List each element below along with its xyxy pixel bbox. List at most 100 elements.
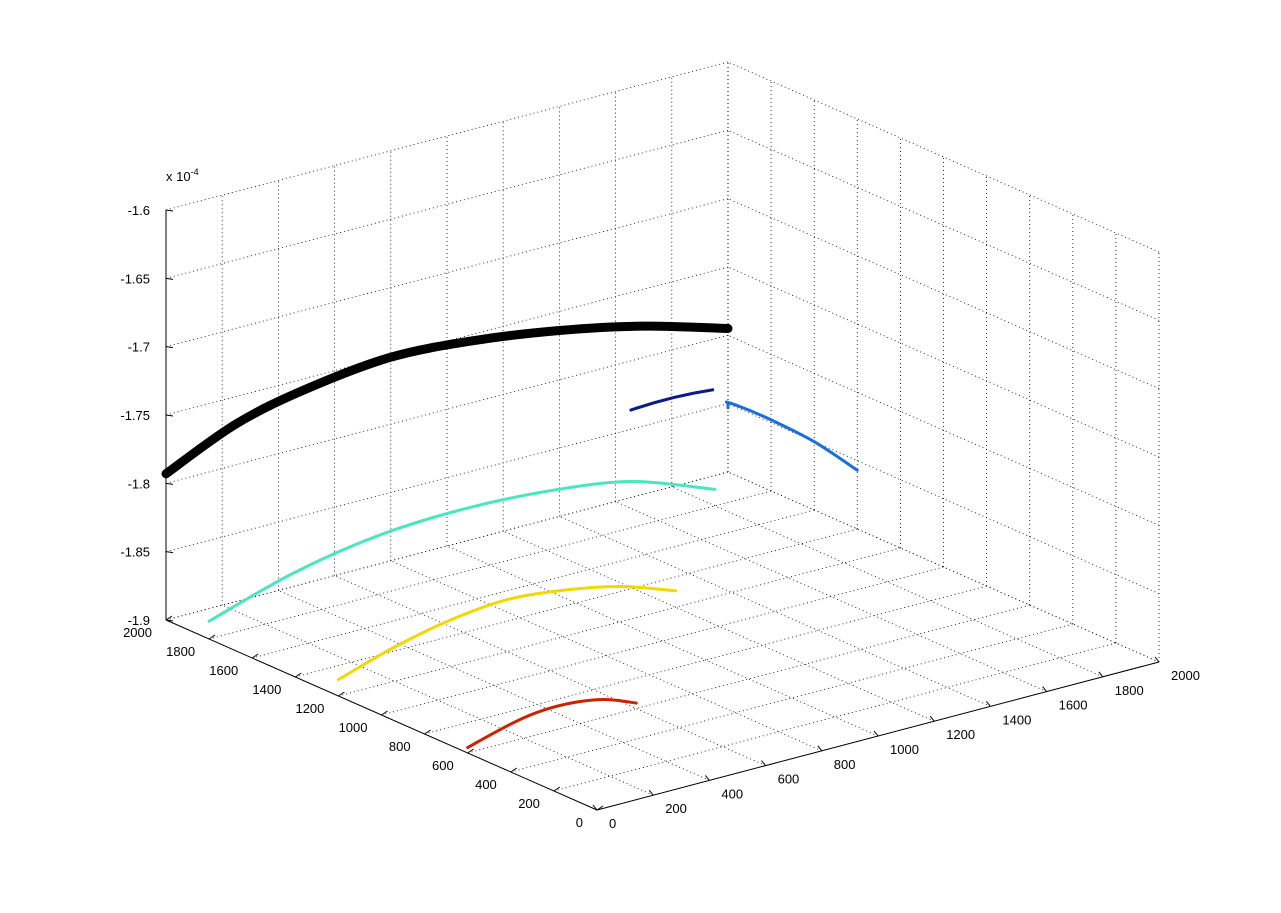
y-tick-label: 1600 [209, 663, 238, 678]
y-tick-mark [165, 615, 173, 621]
back-wall-grid-line [165, 129, 729, 279]
z-axis-tick-labels: -1.9 -1.85 -1.8 -1.75 -1.7 -1.65 -1.6 [120, 203, 150, 628]
back-wall-grid-line [165, 403, 729, 553]
y-tick-mark [553, 786, 561, 792]
x-tick-label: 1800 [1115, 683, 1144, 698]
z-axis-exponent-power: -4 [191, 167, 199, 177]
grid-lines [165, 61, 1160, 811]
floor-grid-line [278, 590, 710, 781]
z-tick-label: -1.65 [120, 271, 150, 286]
floor-grid-line [381, 566, 944, 716]
x-tick-label: 200 [665, 801, 687, 816]
x-tick-label: 2000 [1171, 668, 1200, 683]
y-tick-label: 800 [389, 739, 411, 754]
y-tick-label: 1000 [339, 720, 368, 735]
side-wall-grid-line [727, 129, 1160, 321]
x-tick-label: 600 [778, 772, 800, 787]
y-tick-mark [251, 653, 259, 659]
axes-box [165, 209, 1160, 811]
z-tick-mark [165, 551, 174, 554]
y-tick-label: 200 [518, 796, 540, 811]
x-axis-tick-labels: 0 200 400 600 800 1000 1200 1400 1600 1800 2000 [609, 668, 1200, 831]
y-tick-mark [338, 691, 345, 697]
x-tick-label: 1200 [946, 727, 975, 742]
z-tick-label: -1.9 [128, 613, 150, 628]
y-tick-label: 0 [576, 815, 583, 830]
z-tick-label: -1.6 [128, 203, 150, 218]
x-tick-mark [592, 804, 598, 811]
floor-grid-line [671, 486, 1103, 678]
x-tick-label: 1000 [890, 742, 919, 757]
y-tick-mark [467, 748, 474, 754]
y-tick-mark [381, 710, 388, 716]
floor-grid-line [553, 642, 1117, 792]
series-line-5 [161, 321, 733, 479]
x-tick-label: 800 [834, 757, 856, 772]
x-tick-mark [761, 760, 766, 766]
y-tick-label: 400 [475, 777, 497, 792]
y-axis-tick-labels: 0 200 400 600 800 1000 1200 1400 1600 1800 2000 [123, 625, 583, 830]
back-wall-grid-line [165, 198, 729, 348]
z-tick-mark [165, 209, 174, 212]
series-fragment [629, 388, 715, 412]
z-tick-mark [165, 619, 174, 622]
z-axis-exponent-base: x 10 [166, 169, 191, 184]
y-tick-label: 2000 [123, 625, 152, 640]
floor-grid-line [252, 509, 815, 659]
series-line-4 [724, 400, 859, 472]
x-tick-mark [817, 745, 823, 752]
z-axis-exponent: x 10-4 [166, 167, 199, 184]
y-tick-mark [596, 805, 604, 811]
z-tick-label: -1.85 [120, 545, 150, 560]
side-wall-grid-line [727, 61, 1160, 253]
floor-grid-line [424, 585, 987, 735]
y-tick-label: 1200 [295, 701, 324, 716]
floor-grid-line [467, 604, 1030, 754]
z-tick-mark [165, 414, 174, 417]
side-wall-grid-line [727, 266, 1160, 458]
x-tick-mark [705, 775, 710, 781]
x-tick-label: 400 [721, 786, 743, 801]
x-tick-mark [1154, 656, 1160, 663]
floor-grid-line [510, 623, 1073, 773]
x-tick-label: 0 [609, 816, 616, 831]
y-tick-mark [424, 729, 431, 735]
back-wall-grid-line [165, 334, 729, 484]
x-tick-mark [1098, 671, 1104, 678]
y-tick-label: 600 [432, 758, 454, 773]
series-group [161, 321, 859, 749]
series-line-3 [207, 479, 717, 623]
x-tick-mark [648, 789, 654, 796]
floor-grid-line [559, 516, 991, 707]
floor-grid-line [446, 545, 879, 737]
z-tick-mark [165, 346, 174, 349]
back-wall-grid-line [165, 471, 729, 621]
z-tick-label: -1.75 [120, 408, 150, 423]
back-wall-grid-line [165, 61, 729, 211]
z-tick-mark [165, 482, 174, 485]
floor-grid-line [503, 530, 935, 722]
y-tick-mark [295, 672, 302, 678]
z-tick-mark [165, 277, 174, 280]
floor-grid-line [208, 490, 772, 640]
x-tick-mark [873, 730, 879, 737]
series-line-2 [336, 584, 678, 682]
y-tick-label: 1800 [166, 644, 195, 659]
x-tick-mark [1042, 686, 1047, 692]
side-wall-grid-line [727, 471, 1160, 663]
y-tick-mark [208, 634, 216, 640]
floor-grid-line [615, 501, 1047, 692]
x-tick-label: 1600 [1059, 698, 1088, 713]
z-tick-label: -1.8 [128, 476, 150, 491]
x-tick-mark [929, 715, 935, 722]
floor-grid-line [222, 604, 654, 796]
side-wall-grid-line [727, 198, 1160, 390]
floor-grid-line [390, 560, 822, 752]
side-wall-grid-line [727, 334, 1160, 526]
floor-grid-line [338, 547, 901, 697]
x-tick-mark [986, 701, 991, 707]
back-wall-grid-line [165, 266, 729, 416]
floor-grid-line [295, 528, 858, 678]
